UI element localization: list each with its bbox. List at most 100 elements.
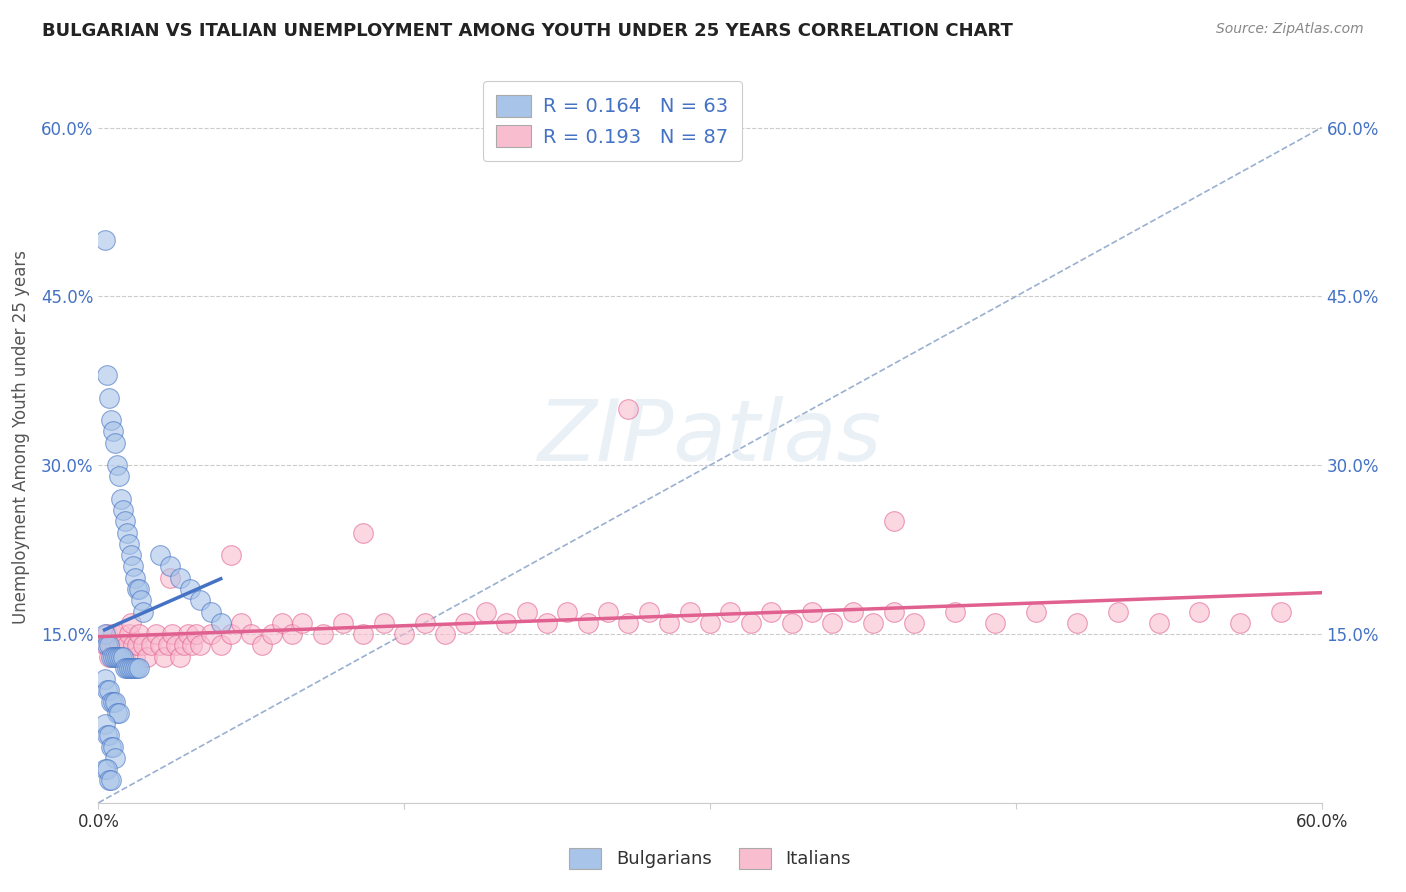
Point: [332, 615, 354, 630]
Point: [159, 571, 181, 585]
Point: [127, 661, 149, 675]
Point: [679, 605, 702, 619]
Y-axis label: Unemployment Among Youth under 25 years: Unemployment Among Youth under 25 years: [11, 250, 30, 624]
Point: [413, 615, 436, 630]
Point: [392, 627, 416, 641]
Point: [352, 627, 374, 641]
Point: [352, 525, 374, 540]
Point: [108, 638, 131, 652]
Point: [186, 627, 208, 641]
Point: [127, 582, 149, 596]
Point: [105, 649, 128, 664]
Point: [96, 627, 118, 641]
Point: [118, 537, 141, 551]
Point: [454, 615, 477, 630]
Point: [100, 739, 122, 754]
Point: [281, 627, 304, 641]
Point: [1107, 605, 1129, 619]
Point: [132, 605, 155, 619]
Point: [122, 638, 145, 652]
Point: [1066, 615, 1088, 630]
Point: [100, 649, 122, 664]
Point: [557, 605, 579, 619]
Point: [128, 582, 150, 596]
Point: [93, 762, 115, 776]
Point: [96, 638, 118, 652]
Point: [720, 605, 742, 619]
Point: [129, 593, 152, 607]
Point: [821, 615, 844, 630]
Point: [145, 627, 167, 641]
Point: [115, 661, 138, 675]
Point: [270, 615, 294, 630]
Point: [149, 548, 172, 562]
Point: [169, 649, 191, 664]
Point: [740, 615, 762, 630]
Point: [110, 627, 132, 641]
Point: [100, 773, 122, 788]
Point: [104, 649, 127, 664]
Point: [699, 615, 721, 630]
Point: [114, 515, 136, 529]
Point: [104, 694, 127, 708]
Point: [93, 627, 115, 641]
Point: [108, 469, 131, 483]
Point: [219, 627, 242, 641]
Point: [231, 615, 253, 630]
Point: [200, 627, 222, 641]
Point: [111, 649, 134, 664]
Point: [373, 615, 395, 630]
Point: [105, 649, 128, 664]
Point: [152, 649, 174, 664]
Point: [97, 683, 120, 698]
Point: [101, 425, 124, 439]
Point: [159, 559, 181, 574]
Point: [160, 627, 183, 641]
Point: [312, 627, 335, 641]
Point: [177, 627, 200, 641]
Point: [1147, 615, 1170, 630]
Point: [434, 627, 457, 641]
Point: [120, 615, 142, 630]
Point: [1188, 605, 1211, 619]
Point: [115, 525, 138, 540]
Point: [100, 638, 122, 652]
Point: [124, 649, 146, 664]
Point: [111, 638, 134, 652]
Point: [209, 638, 232, 652]
Point: [536, 615, 558, 630]
Point: [862, 615, 884, 630]
Point: [495, 615, 517, 630]
Text: ZIPatlas: ZIPatlas: [538, 395, 882, 479]
Point: [97, 391, 120, 405]
Point: [169, 571, 191, 585]
Point: [100, 413, 122, 427]
Point: [128, 627, 150, 641]
Point: [240, 627, 263, 641]
Point: [165, 638, 187, 652]
Point: [100, 694, 122, 708]
Point: [516, 605, 538, 619]
Point: [474, 605, 498, 619]
Point: [260, 627, 283, 641]
Point: [101, 627, 124, 641]
Point: [761, 605, 783, 619]
Point: [97, 773, 120, 788]
Point: [96, 683, 118, 698]
Point: [658, 615, 681, 630]
Point: [114, 661, 136, 675]
Point: [108, 706, 131, 720]
Point: [111, 503, 134, 517]
Point: [173, 638, 195, 652]
Point: [104, 435, 127, 450]
Point: [115, 638, 138, 652]
Point: [219, 548, 242, 562]
Point: [124, 571, 146, 585]
Point: [188, 593, 212, 607]
Point: [638, 605, 661, 619]
Point: [93, 638, 115, 652]
Point: [250, 638, 273, 652]
Point: [576, 615, 599, 630]
Point: [120, 548, 142, 562]
Point: [101, 649, 124, 664]
